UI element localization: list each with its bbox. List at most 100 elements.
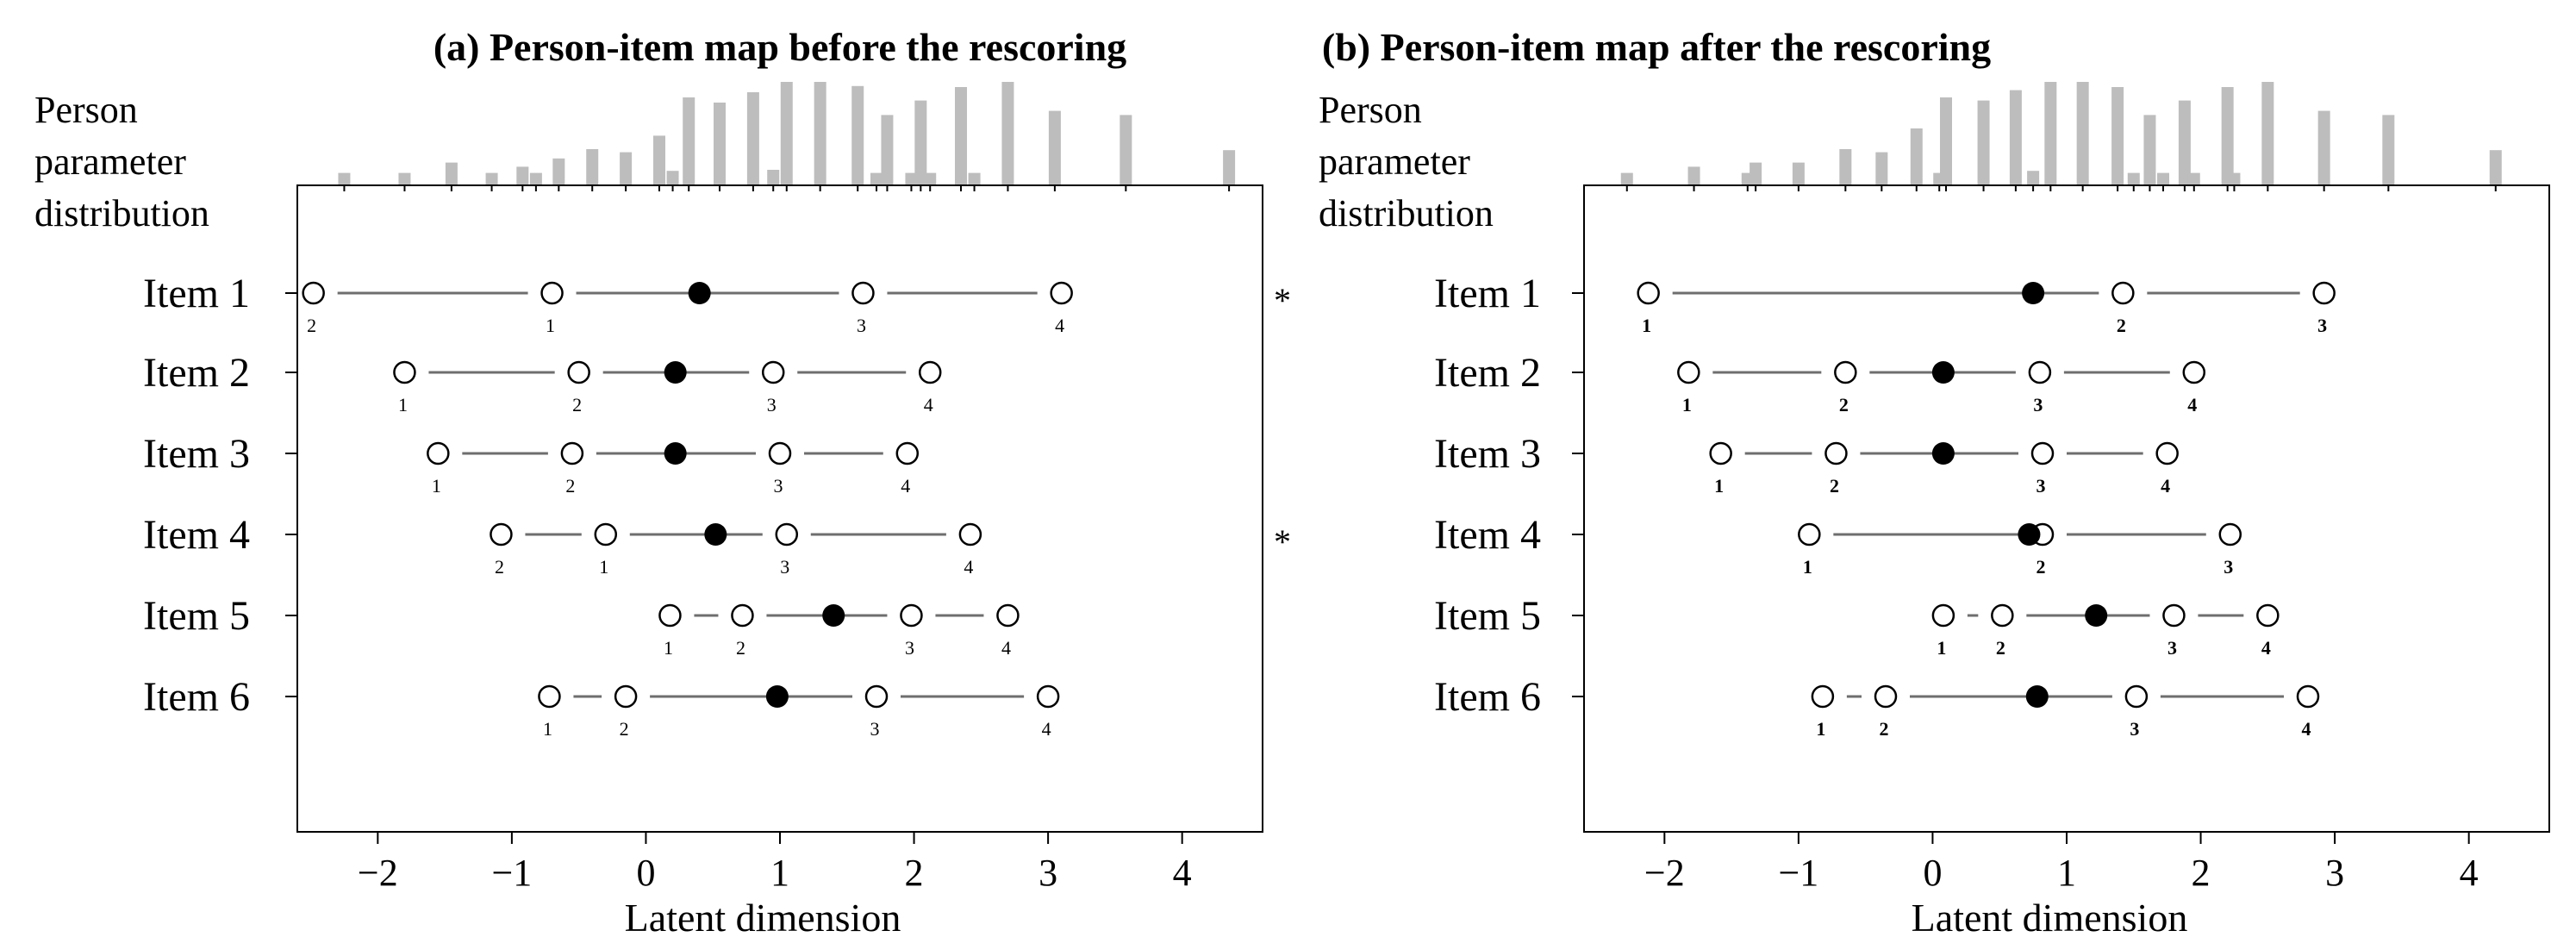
threshold-marker bbox=[567, 360, 590, 384]
histogram-bar bbox=[1750, 162, 1762, 185]
histogram-bar bbox=[924, 172, 937, 185]
threshold-label: 3 bbox=[2036, 475, 2046, 497]
item-location-marker bbox=[704, 523, 727, 546]
item-row-2: Item 2 1 2 3 4 bbox=[143, 350, 942, 415]
person-distribution-label: distribution bbox=[34, 192, 209, 234]
person-distribution-label: Person bbox=[1319, 89, 1422, 131]
histogram-bar bbox=[666, 171, 679, 185]
threshold-marker bbox=[1637, 281, 1660, 305]
threshold-marker bbox=[2155, 441, 2179, 465]
histogram-bar bbox=[1940, 97, 1952, 185]
item-label: Item 5 bbox=[143, 593, 250, 639]
histogram-bar bbox=[2111, 87, 2124, 185]
histogram-bar bbox=[870, 172, 883, 185]
person-distribution-label: parameter bbox=[34, 141, 186, 183]
threshold-marker bbox=[1874, 684, 1898, 709]
threshold-label: 2 bbox=[2036, 556, 2046, 578]
histogram-bar bbox=[780, 82, 793, 185]
threshold-marker bbox=[2162, 603, 2186, 628]
item-row-4: Item 4 2 1 3 4 * bbox=[143, 512, 1291, 578]
histogram-bar bbox=[2027, 171, 2040, 185]
threshold-label: 1 bbox=[1816, 718, 1825, 740]
item-location-marker bbox=[664, 442, 687, 465]
item-label: Item 6 bbox=[143, 674, 250, 720]
threshold-label: 4 bbox=[2187, 394, 2197, 415]
histogram-bar bbox=[914, 100, 927, 185]
item-row-6: Item 6 1 2 3 4 bbox=[1434, 674, 2320, 740]
threshold-marker bbox=[658, 603, 682, 628]
x-axis-title: Latent dimension bbox=[1912, 896, 2188, 937]
histogram-bar bbox=[1048, 110, 1061, 185]
item-label: Item 4 bbox=[143, 512, 250, 558]
x-tick-label: −2 bbox=[1644, 852, 1685, 894]
threshold-label: 3 bbox=[2224, 556, 2233, 578]
histogram-bar bbox=[586, 149, 599, 185]
threshold-label: 3 bbox=[870, 718, 880, 740]
threshold-marker bbox=[895, 441, 920, 465]
threshold-marker bbox=[427, 441, 450, 465]
item-row-5: Item 5 1 2 3 4 bbox=[143, 593, 1020, 659]
histogram-bar bbox=[2157, 172, 2169, 185]
histogram-bar bbox=[552, 158, 565, 185]
histogram-bar bbox=[2228, 172, 2241, 185]
threshold-marker bbox=[2030, 441, 2055, 465]
threshold-label: 4 bbox=[2261, 637, 2271, 659]
threshold-label: 3 bbox=[857, 315, 866, 336]
histogram-bar bbox=[1910, 128, 1923, 185]
item-label: Item 2 bbox=[1434, 350, 1541, 396]
threshold-label: 2 bbox=[1996, 637, 2005, 659]
threshold-label: 2 bbox=[2117, 315, 2126, 336]
threshold-marker bbox=[538, 684, 561, 709]
histogram-bar bbox=[485, 172, 498, 185]
threshold-label: 1 bbox=[1803, 556, 1812, 578]
item-label: Item 1 bbox=[1434, 271, 1541, 316]
threshold-marker bbox=[1931, 603, 1955, 628]
x-tick-label: 1 bbox=[770, 852, 789, 894]
item-flag-asterisk: * bbox=[1274, 281, 1291, 320]
histogram-bar bbox=[2187, 172, 2200, 185]
histogram-bar bbox=[2009, 90, 2022, 185]
item-label: Item 3 bbox=[143, 431, 250, 477]
threshold-label: 4 bbox=[901, 475, 910, 497]
item-row-3: Item 3 1 2 3 4 bbox=[1434, 431, 2179, 497]
histogram-bar bbox=[2317, 110, 2330, 185]
histogram-bar bbox=[881, 115, 894, 185]
item-location-marker bbox=[1931, 442, 1955, 465]
item-label: Item 1 bbox=[143, 271, 250, 316]
item-location-marker bbox=[765, 685, 789, 708]
item-location-marker bbox=[822, 604, 845, 627]
histogram-bar bbox=[2382, 115, 2395, 185]
item-label: Item 5 bbox=[1434, 593, 1541, 639]
threshold-label: 1 bbox=[546, 315, 555, 336]
threshold-marker bbox=[2182, 360, 2206, 384]
threshold-marker bbox=[393, 360, 416, 384]
person-distribution-label: parameter bbox=[1319, 141, 1470, 183]
x-tick-label: 3 bbox=[2325, 852, 2344, 894]
panel-a: (a) Person-item map before the rescoring… bbox=[34, 25, 1291, 937]
threshold-label: 3 bbox=[767, 394, 777, 415]
item-location-marker bbox=[2022, 282, 2045, 304]
threshold-label: 4 bbox=[2161, 475, 2170, 497]
histogram-bar bbox=[1620, 172, 1633, 185]
threshold-marker bbox=[768, 441, 792, 465]
x-tick-label: 0 bbox=[636, 852, 655, 894]
x-tick-label: 2 bbox=[2192, 852, 2211, 894]
histogram-bar bbox=[746, 92, 759, 185]
item-row-4: Item 4 1 2 3 bbox=[1434, 512, 2242, 578]
histogram-bar bbox=[767, 170, 780, 185]
threshold-label: 2 bbox=[495, 556, 504, 578]
threshold-marker bbox=[2218, 522, 2242, 547]
histogram-bar bbox=[398, 172, 411, 185]
histogram-bar bbox=[529, 172, 542, 185]
threshold-label: 2 bbox=[1830, 475, 1839, 497]
item-flag-asterisk: * bbox=[1274, 522, 1291, 561]
x-tick-label: 0 bbox=[1923, 852, 1942, 894]
threshold-marker bbox=[2312, 281, 2336, 305]
threshold-label: 1 bbox=[1937, 637, 1946, 659]
threshold-marker bbox=[1834, 360, 1857, 384]
histogram-bar bbox=[1792, 162, 1805, 185]
threshold-marker bbox=[560, 441, 584, 465]
item-row-1: Item 1 1 2 3 bbox=[1434, 271, 2336, 336]
histogram-bar bbox=[2178, 100, 2191, 185]
